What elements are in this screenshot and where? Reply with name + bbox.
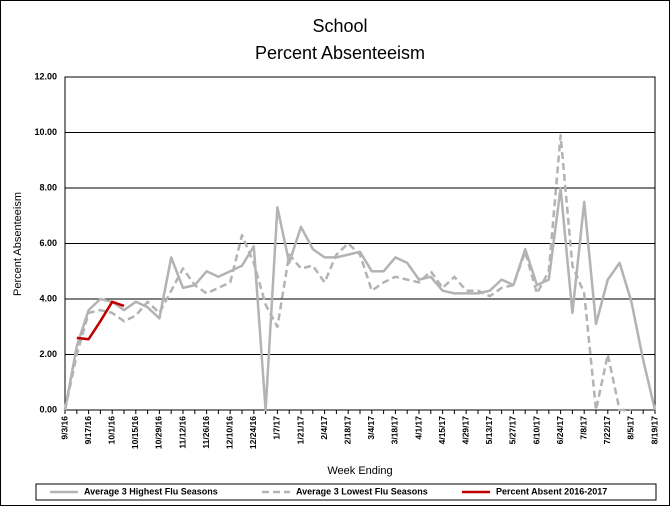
x-tick-label: 10/1/16 xyxy=(106,416,116,445)
y-tick-label: 0.00 xyxy=(39,404,57,414)
y-tick-label: 12.00 xyxy=(34,71,57,81)
x-tick-label: 11/26/16 xyxy=(201,416,211,449)
x-tick-label: 1/7/17 xyxy=(272,416,282,440)
x-tick-label: 6/24/17 xyxy=(555,416,565,445)
x-tick-label: 9/17/16 xyxy=(83,416,93,445)
x-tick-label: 4/1/17 xyxy=(413,416,423,440)
x-tick-label: 9/3/16 xyxy=(59,416,69,440)
x-tick-label: 2/18/17 xyxy=(342,416,352,445)
x-tick-label: 5/13/17 xyxy=(484,416,494,445)
y-tick-label: 10.00 xyxy=(34,127,57,137)
x-tick-label: 4/29/17 xyxy=(460,416,470,445)
y-tick-label: 2.00 xyxy=(39,349,57,359)
x-tick-label: 11/12/16 xyxy=(177,416,187,449)
x-tick-label: 8/19/17 xyxy=(649,416,659,445)
x-tick-label: 3/4/17 xyxy=(366,416,376,440)
x-tick-label: 7/22/17 xyxy=(602,416,612,445)
legend-label: Average 3 Highest Flu Seasons xyxy=(84,486,218,496)
x-tick-label: 12/24/16 xyxy=(248,416,258,449)
x-tick-label: 12/10/16 xyxy=(224,416,234,449)
x-tick-label: 2/4/17 xyxy=(319,416,329,440)
chart-title: School xyxy=(312,16,367,36)
x-tick-label: 8/5/17 xyxy=(626,416,636,440)
x-tick-label: 1/21/17 xyxy=(295,416,305,445)
x-tick-label: 7/8/17 xyxy=(578,416,588,440)
x-tick-label: 5/27/17 xyxy=(508,416,518,445)
x-tick-label: 3/18/17 xyxy=(390,416,400,445)
legend-box xyxy=(35,483,657,501)
series-line xyxy=(76,300,125,341)
x-tick-label: 10/29/16 xyxy=(154,416,164,449)
legend-label: Percent Absent 2016-2017 xyxy=(496,486,607,496)
x-tick-label: 4/15/17 xyxy=(437,416,447,445)
x-tick-label: 6/10/17 xyxy=(531,416,541,445)
y-tick-label: 4.00 xyxy=(39,293,57,303)
y-tick-label: 6.00 xyxy=(39,238,57,248)
x-axis-label: Week Ending xyxy=(327,465,392,477)
chart-subtitle: Percent Absenteeism xyxy=(255,43,425,63)
legend-label: Average 3 Lowest Flu Seasons xyxy=(296,486,428,496)
series-line xyxy=(63,186,657,412)
x-tick-label: 10/15/16 xyxy=(130,416,140,449)
y-tick-label: 8.00 xyxy=(39,182,57,192)
y-axis-label: Percent Absenteeism xyxy=(12,192,24,296)
